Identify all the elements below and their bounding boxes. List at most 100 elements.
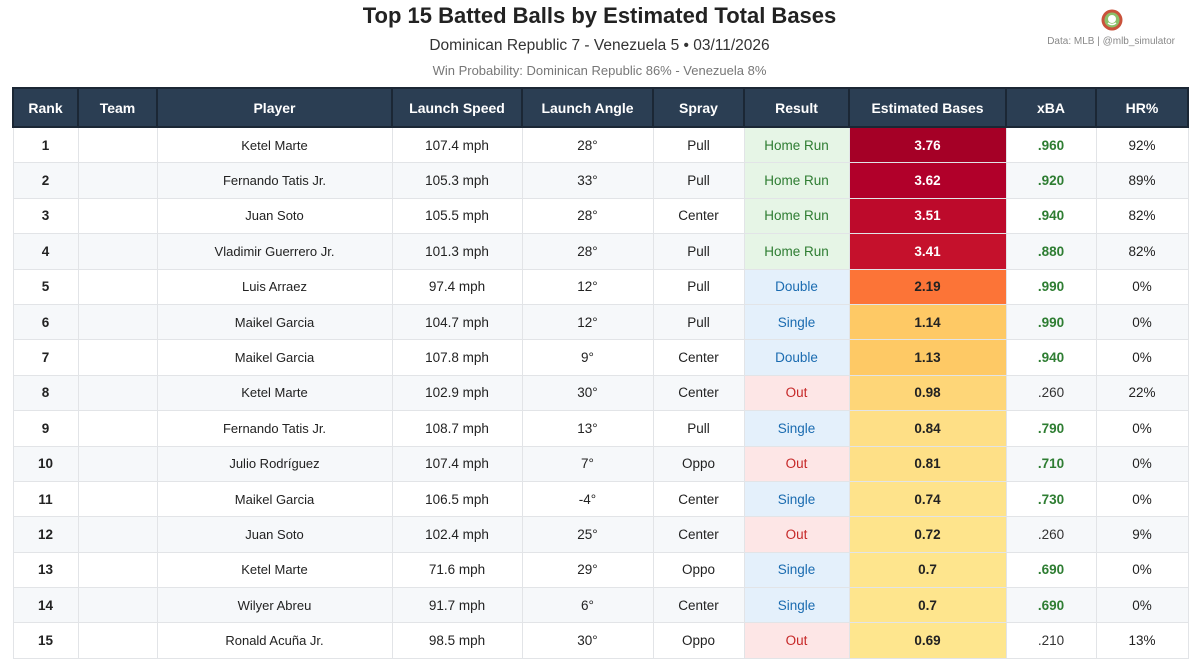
mlb-simulator-logo-icon — [1101, 9, 1123, 31]
launch-speed-cell: 102.9 mph — [391, 374, 523, 412]
rank-cell: 5 — [12, 268, 79, 305]
launch-speed-cell: 102.4 mph — [391, 516, 523, 553]
column-header-launch-angle: Launch Angle — [521, 87, 654, 128]
launch-angle-cell: 30° — [521, 622, 654, 659]
rank-cell: 4 — [12, 233, 79, 270]
spray-cell: Oppo — [652, 622, 745, 659]
player-cell: Ronald Acuña Jr. — [156, 622, 393, 659]
table-row: 7 Maikel Garcia 107.8 mph 9° Center Double 1.1… — [12, 339, 1189, 376]
hr-pct-cell: 0% — [1095, 551, 1189, 589]
rank-cell: 14 — [12, 587, 79, 624]
xba-cell: .710 — [1005, 445, 1097, 482]
spray-cell: Pull — [652, 162, 745, 199]
spray-cell: Pull — [652, 303, 745, 341]
team-logo-cell — [77, 374, 158, 412]
hr-pct-cell: 89% — [1095, 162, 1189, 199]
hr-pct-cell: 0% — [1095, 268, 1189, 305]
player-cell: Fernando Tatis Jr. — [156, 162, 393, 199]
team-logo-cell — [77, 587, 158, 624]
player-cell: Ketel Marte — [156, 374, 393, 412]
launch-speed-cell: 107.8 mph — [391, 339, 523, 376]
hr-pct-cell: 13% — [1095, 622, 1189, 659]
table-row: 12 Juan Soto 102.4 mph 25° Center Out 0.72.260… — [12, 516, 1189, 553]
estimated-bases-cell: 0.7 — [848, 587, 1007, 624]
estimated-bases-cell: 2.19 — [848, 268, 1007, 305]
result-cell: Home Run — [743, 126, 850, 164]
hr-pct-cell: 82% — [1095, 197, 1189, 235]
estimated-bases-cell: 0.98 — [848, 374, 1007, 412]
result-cell: Home Run — [743, 233, 850, 270]
column-header-team: Team — [77, 87, 158, 128]
launch-speed-cell: 101.3 mph — [391, 233, 523, 270]
xba-cell: .790 — [1005, 410, 1097, 447]
launch-speed-cell: 108.7 mph — [391, 410, 523, 447]
player-cell: Luis Arraez — [156, 268, 393, 305]
launch-speed-cell: 104.7 mph — [391, 303, 523, 341]
estimated-bases-cell: 0.72 — [848, 516, 1007, 553]
xba-cell: .920 — [1005, 162, 1097, 199]
player-cell: Ketel Marte — [156, 126, 393, 164]
estimated-bases-cell: 1.13 — [848, 339, 1007, 376]
xba-cell: .690 — [1005, 551, 1097, 589]
team-logo-cell — [77, 162, 158, 199]
launch-speed-cell: 98.5 mph — [391, 622, 523, 659]
xba-cell: .690 — [1005, 587, 1097, 624]
spray-cell: Oppo — [652, 445, 745, 482]
table-row: 13 Ketel Marte 71.6 mph 29° Oppo Single 0.7.69… — [12, 551, 1189, 589]
player-cell: Vladimir Guerrero Jr. — [156, 233, 393, 270]
rank-cell: 9 — [12, 410, 79, 447]
hr-pct-cell: 92% — [1095, 126, 1189, 164]
team-logo-cell — [77, 622, 158, 659]
win-probability-text: Win Probability: Dominican Republic 86% … — [432, 63, 767, 78]
table-row: 3 Juan Soto 105.5 mph 28° Center Home Run 3.51… — [12, 197, 1189, 235]
column-header-player: Player — [156, 87, 393, 128]
launch-speed-cell: 105.3 mph — [391, 162, 523, 199]
estimated-bases-cell: 3.51 — [848, 197, 1007, 235]
launch-angle-cell: 7° — [521, 445, 654, 482]
rank-cell: 12 — [12, 516, 79, 553]
page-title: Top 15 Batted Balls by Estimated Total B… — [362, 3, 837, 28]
column-header-hr-pct: HR% — [1095, 87, 1189, 128]
hr-pct-cell: 0% — [1095, 303, 1189, 341]
result-cell: Out — [743, 622, 850, 659]
batted-balls-table: Rank Team Player Launch Speed Launch Ang… — [12, 87, 1189, 659]
rank-cell: 7 — [12, 339, 79, 376]
result-cell: Single — [743, 587, 850, 624]
player-cell: Maikel Garcia — [156, 339, 393, 376]
table-row: 5 Luis Arraez 97.4 mph 12° Pull Double 2.19.99… — [12, 268, 1189, 305]
xba-cell: .940 — [1005, 197, 1097, 235]
estimated-bases-cell: 3.41 — [848, 233, 1007, 270]
table-header-row: Rank Team Player Launch Speed Launch Ang… — [12, 87, 1189, 128]
rank-cell: 2 — [12, 162, 79, 199]
launch-angle-cell: 28° — [521, 126, 654, 164]
launch-angle-cell: 12° — [521, 268, 654, 305]
data-credit: Data: MLB | @mlb_simulator — [1047, 36, 1175, 47]
hr-pct-cell: 9% — [1095, 516, 1189, 553]
launch-angle-cell: 9° — [521, 339, 654, 376]
player-cell: Fernando Tatis Jr. — [156, 410, 393, 447]
launch-speed-cell: 91.7 mph — [391, 587, 523, 624]
column-header-estimated-bases: Estimated Bases — [848, 87, 1007, 128]
column-header-xba: xBA — [1005, 87, 1097, 128]
table-row: 15 Ronald Acuña Jr. 98.5 mph 30° Oppo Out 0.69… — [12, 622, 1189, 659]
team-logo-cell — [77, 516, 158, 553]
team-logo-cell — [77, 480, 158, 518]
launch-angle-cell: 12° — [521, 303, 654, 341]
xba-cell: .260 — [1005, 516, 1097, 553]
result-cell: Single — [743, 551, 850, 589]
column-header-spray: Spray — [652, 87, 745, 128]
spray-cell: Pull — [652, 268, 745, 305]
table-row: 11 Maikel Garcia 106.5 mph -4° Center Single 0… — [12, 480, 1189, 518]
xba-cell: .990 — [1005, 303, 1097, 341]
xba-cell: .990 — [1005, 268, 1097, 305]
hr-pct-cell: 0% — [1095, 339, 1189, 376]
launch-speed-cell: 97.4 mph — [391, 268, 523, 305]
rank-cell: 11 — [12, 480, 79, 518]
game-score-subtitle: Dominican Republic 7 - Venezuela 5 • 03/… — [429, 37, 770, 54]
hr-pct-cell: 0% — [1095, 410, 1189, 447]
rank-cell: 3 — [12, 197, 79, 235]
rank-cell: 6 — [12, 303, 79, 341]
rank-cell: 15 — [12, 622, 79, 659]
player-cell: Wilyer Abreu — [156, 587, 393, 624]
launch-angle-cell: 13° — [521, 410, 654, 447]
